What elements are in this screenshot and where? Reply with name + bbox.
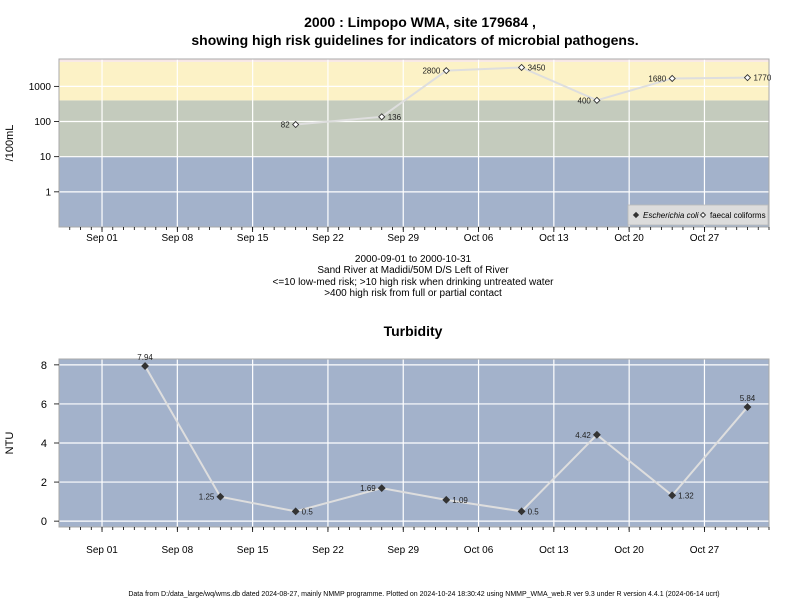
data-label: 1770 (753, 74, 771, 83)
data-label: 1.09 (452, 496, 468, 505)
data-label: 136 (388, 113, 402, 122)
x-tick-label: Sep 29 (387, 233, 419, 244)
y-tick-label: 4 (41, 438, 47, 450)
x-tick-label: Sep 22 (312, 545, 344, 556)
x-tick-label: Sep 15 (237, 233, 269, 244)
data-point (442, 495, 451, 504)
x-tick-label: Oct 27 (690, 233, 720, 244)
x-tick-label: Oct 13 (539, 233, 569, 244)
footer-note: Data from D:/data_large/wq/wms.db dated … (128, 591, 719, 598)
x-tick-label: Sep 22 (312, 233, 344, 244)
turbidity-plot: Sep 01 Sep 08 Sep 15 Sep 22 Sep 29 Oct 06 Oct … (4, 353, 770, 556)
data-label: 1.69 (360, 484, 376, 493)
data-point (216, 492, 225, 501)
x-tick-label: Sep 01 (86, 233, 118, 244)
data-point (292, 120, 300, 129)
data-point (377, 484, 386, 493)
y-tick-label: 6 (41, 399, 47, 411)
data-point (141, 362, 149, 370)
data-label: 400 (578, 96, 592, 105)
data-point (668, 491, 677, 500)
data-label: 5.84 (740, 394, 756, 403)
x-tick-label: Sep 29 (387, 545, 419, 556)
y-tick-label: 2 (41, 477, 47, 489)
data-point (442, 67, 450, 75)
data-label: 0.5 (528, 507, 540, 516)
data-label: 82 (281, 121, 290, 130)
x-tick-label: Oct 06 (464, 233, 494, 244)
data-label: 0.5 (302, 507, 314, 516)
legend-marker-filled (632, 211, 640, 219)
y-tick-label: 10 (40, 152, 52, 163)
data-label: 2800 (422, 67, 440, 76)
x-tick-label: Sep 01 (86, 545, 118, 556)
legend-marker-open (699, 211, 707, 219)
data-point (743, 74, 752, 82)
legend-box (627, 204, 769, 226)
risk-band (59, 59, 769, 62)
data-point (517, 63, 526, 72)
y-tick-label: 1 (45, 187, 51, 198)
data-point (743, 403, 752, 411)
x-tick-label: Sep 15 (237, 545, 269, 556)
data-point (668, 74, 676, 83)
y-tick-label: 0 (41, 516, 47, 528)
turbidity-title: Turbidity (384, 323, 443, 339)
data-label: 3450 (528, 63, 546, 72)
data-label: 1680 (648, 74, 666, 83)
legend-label: Escherichia coli (643, 211, 699, 220)
data-label: 7.94 (137, 353, 153, 362)
legend-label: faecal coliforms (710, 211, 766, 220)
y-axis-label: NTU (4, 432, 16, 455)
x-tick-label: Sep 08 (161, 233, 193, 244)
chart-title-line1: 2000 : Limpopo WMA, site 179684 , (304, 14, 536, 30)
caption-risk-drinking: <=10 low-med risk; >10 high risk when dr… (273, 277, 555, 288)
y-tick-label: 100 (34, 117, 51, 128)
y-tick-label: 1000 (29, 82, 52, 93)
chart-title-line2: showing high risk guidelines for indicat… (191, 32, 638, 48)
data-point (592, 430, 601, 439)
data-point (593, 96, 601, 104)
x-tick-label: Oct 27 (690, 545, 720, 556)
caption-site: Sand River at Madidi/50M D/S Left of Riv… (317, 265, 509, 276)
y-tick-label: 8 (41, 360, 47, 372)
data-label: 1.32 (678, 491, 694, 500)
data-point (291, 507, 300, 516)
caption-date-range: 2000-09-01 to 2000-10-31 (355, 254, 472, 265)
x-tick-label: Oct 20 (614, 545, 644, 556)
x-tick-label: Sep 08 (161, 545, 193, 556)
x-tick-label: Oct 20 (614, 233, 644, 244)
data-point (517, 507, 526, 516)
data-label: 4.42 (575, 431, 591, 440)
data-point (378, 113, 386, 121)
caption-risk-contact: >400 high risk from full or partial cont… (324, 288, 502, 299)
x-tick-label: Oct 13 (539, 545, 569, 556)
risk-band (59, 100, 769, 157)
y-axis-label: /100mL (4, 125, 16, 162)
legend: Escherichia coli faecal coliforms (627, 204, 769, 226)
microbial-plot: Sep 01 Sep 08 Sep 15 Sep 22 Sep 29 Oct 06 Oct … (4, 58, 772, 244)
x-tick-label: Oct 06 (464, 545, 494, 556)
data-label: 1.25 (199, 493, 215, 502)
